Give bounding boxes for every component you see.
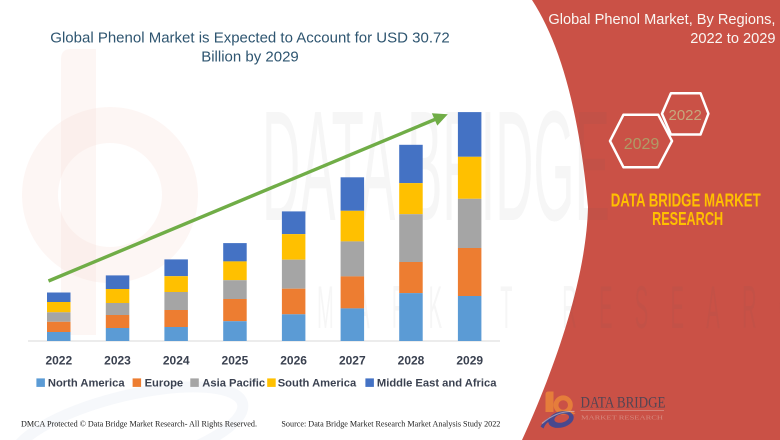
svg-text:2027: 2027 xyxy=(339,354,366,368)
svg-text:2026: 2026 xyxy=(280,354,307,368)
svg-text:DMCA Protected © Data Bridge M: DMCA Protected © Data Bridge Market Rese… xyxy=(21,419,257,429)
svg-text:RESEARCH: RESEARCH xyxy=(652,209,723,229)
svg-text:MARKET RESEARCH: MARKET RESEARCH xyxy=(317,274,780,341)
svg-text:South America: South America xyxy=(278,378,357,390)
svg-text:2022 to 2029: 2022 to 2029 xyxy=(690,31,775,47)
svg-text:Asia Pacific: Asia Pacific xyxy=(202,378,265,390)
svg-text:Billion by 2029: Billion by 2029 xyxy=(201,49,299,66)
svg-text:North America: North America xyxy=(48,378,125,390)
svg-text:Global Phenol Market, By Regio: Global Phenol Market, By Regions, xyxy=(548,12,775,28)
svg-text:Europe: Europe xyxy=(145,378,184,390)
svg-text:Middle East and Africa: Middle East and Africa xyxy=(377,378,497,390)
svg-text:2025: 2025 xyxy=(222,354,249,368)
svg-text:DATA BRIDGE MARKET: DATA BRIDGE MARKET xyxy=(611,191,761,211)
svg-text:MARKET RESEARCH: MARKET RESEARCH xyxy=(581,415,664,422)
svg-text:Source: Data Bridge Market Res: Source: Data Bridge Market Research Mark… xyxy=(281,419,500,429)
svg-text:2023: 2023 xyxy=(104,354,131,368)
svg-text:2024: 2024 xyxy=(163,354,190,368)
svg-text:DATA BRIDGE: DATA BRIDGE xyxy=(581,395,666,412)
svg-text:2028: 2028 xyxy=(398,354,425,368)
svg-text:2029: 2029 xyxy=(456,354,483,368)
svg-text:2022: 2022 xyxy=(669,107,702,124)
svg-text:2029: 2029 xyxy=(624,136,660,153)
svg-text:Global Phenol Market is Expect: Global Phenol Market is Expected to Acco… xyxy=(50,30,449,47)
svg-text:DATA BRIDGE: DATA BRIDGE xyxy=(262,78,610,254)
svg-text:2022: 2022 xyxy=(45,354,72,368)
